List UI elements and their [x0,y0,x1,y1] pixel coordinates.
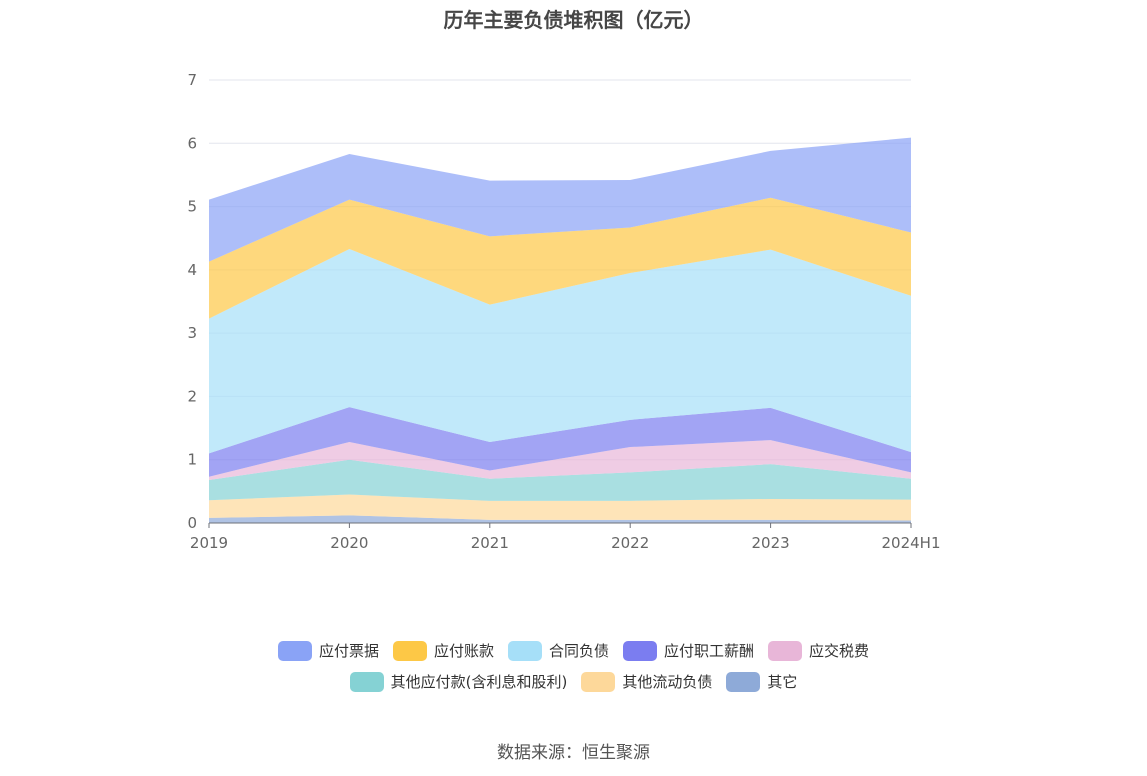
legend-swatch [277,640,312,661]
area-其它 [209,515,911,523]
area-其他流动负债 [209,494,911,521]
x-tick-label: 2020 [330,534,368,552]
area-应付职工薪酬 [209,407,911,477]
x-tick-label: 2023 [752,534,790,552]
y-tick-label: 2 [187,387,197,405]
y-tick-label: 6 [187,134,197,152]
x-tick-label: 2022 [611,534,649,552]
legend-item[interactable]: 其他应付款(含利息和股利) [349,671,568,692]
area-应付账款 [209,197,911,319]
legend-item[interactable]: 其他流动负债 [581,671,712,692]
y-tick-label: 0 [187,514,197,532]
legend-label: 合同负债 [548,642,609,660]
legend-item[interactable]: 应付票据 [277,640,379,661]
area-其他应付款(含利息和股利) [209,459,911,501]
area-应付票据 [209,137,911,262]
legend-swatch [726,671,761,692]
legend-item[interactable]: 其它 [726,671,797,692]
legend-label: 其他应付款(含利息和股利) [390,673,568,691]
y-tick-label: 5 [187,198,197,216]
legend-row: 其他应付款(含利息和股利) 其他流动负债 其它 [0,671,1147,692]
y-tick-label: 7 [187,71,197,89]
chart-legend: 应付票据 应付账款 合同负债 应付职工薪酬 应交税费 其他应付款(含利息和股利) 其他流动… [0,640,1147,702]
legend-label: 应付账款 [433,642,494,660]
legend-item[interactable]: 应付账款 [392,640,494,661]
legend-swatch [349,671,384,692]
y-tick-label: 3 [187,324,197,342]
legend-swatch [768,640,803,661]
data-source: 数据来源：恒生聚源 [497,743,650,763]
x-tick-label: 2021 [471,534,509,552]
legend-item[interactable]: 应交税费 [768,640,869,661]
x-tick-label: 2024H1 [882,534,941,552]
legend-item[interactable]: 应付职工薪酬 [623,640,754,661]
legend-swatch [623,640,657,661]
legend-swatch [507,640,542,661]
legend-label: 其它 [767,673,798,691]
legend-row: 应付票据 应付账款 合同负债 应付职工薪酬 应交税费 [0,640,1147,661]
legend-item[interactable]: 合同负债 [507,640,609,661]
chart-title: 历年主要负债堆积图（亿元） [443,8,704,32]
legend-label: 应付票据 [318,642,379,660]
legend-label: 其他流动负债 [622,673,713,691]
stacked-area-chart: 0 1 2 3 4 5 6 7 2019 2020 2021 2022 2023 2024H1 [187,71,941,552]
y-tick-label: 1 [187,451,197,469]
area-合同负债 [209,248,911,454]
legend-label: 应交税费 [809,642,870,660]
legend-swatch [392,640,427,661]
legend-label: 应付职工薪酬 [664,642,755,660]
y-tick-label: 4 [187,261,197,279]
legend-swatch [581,671,616,692]
area-应交税费 [209,440,911,480]
x-tick-label: 2019 [190,534,228,552]
